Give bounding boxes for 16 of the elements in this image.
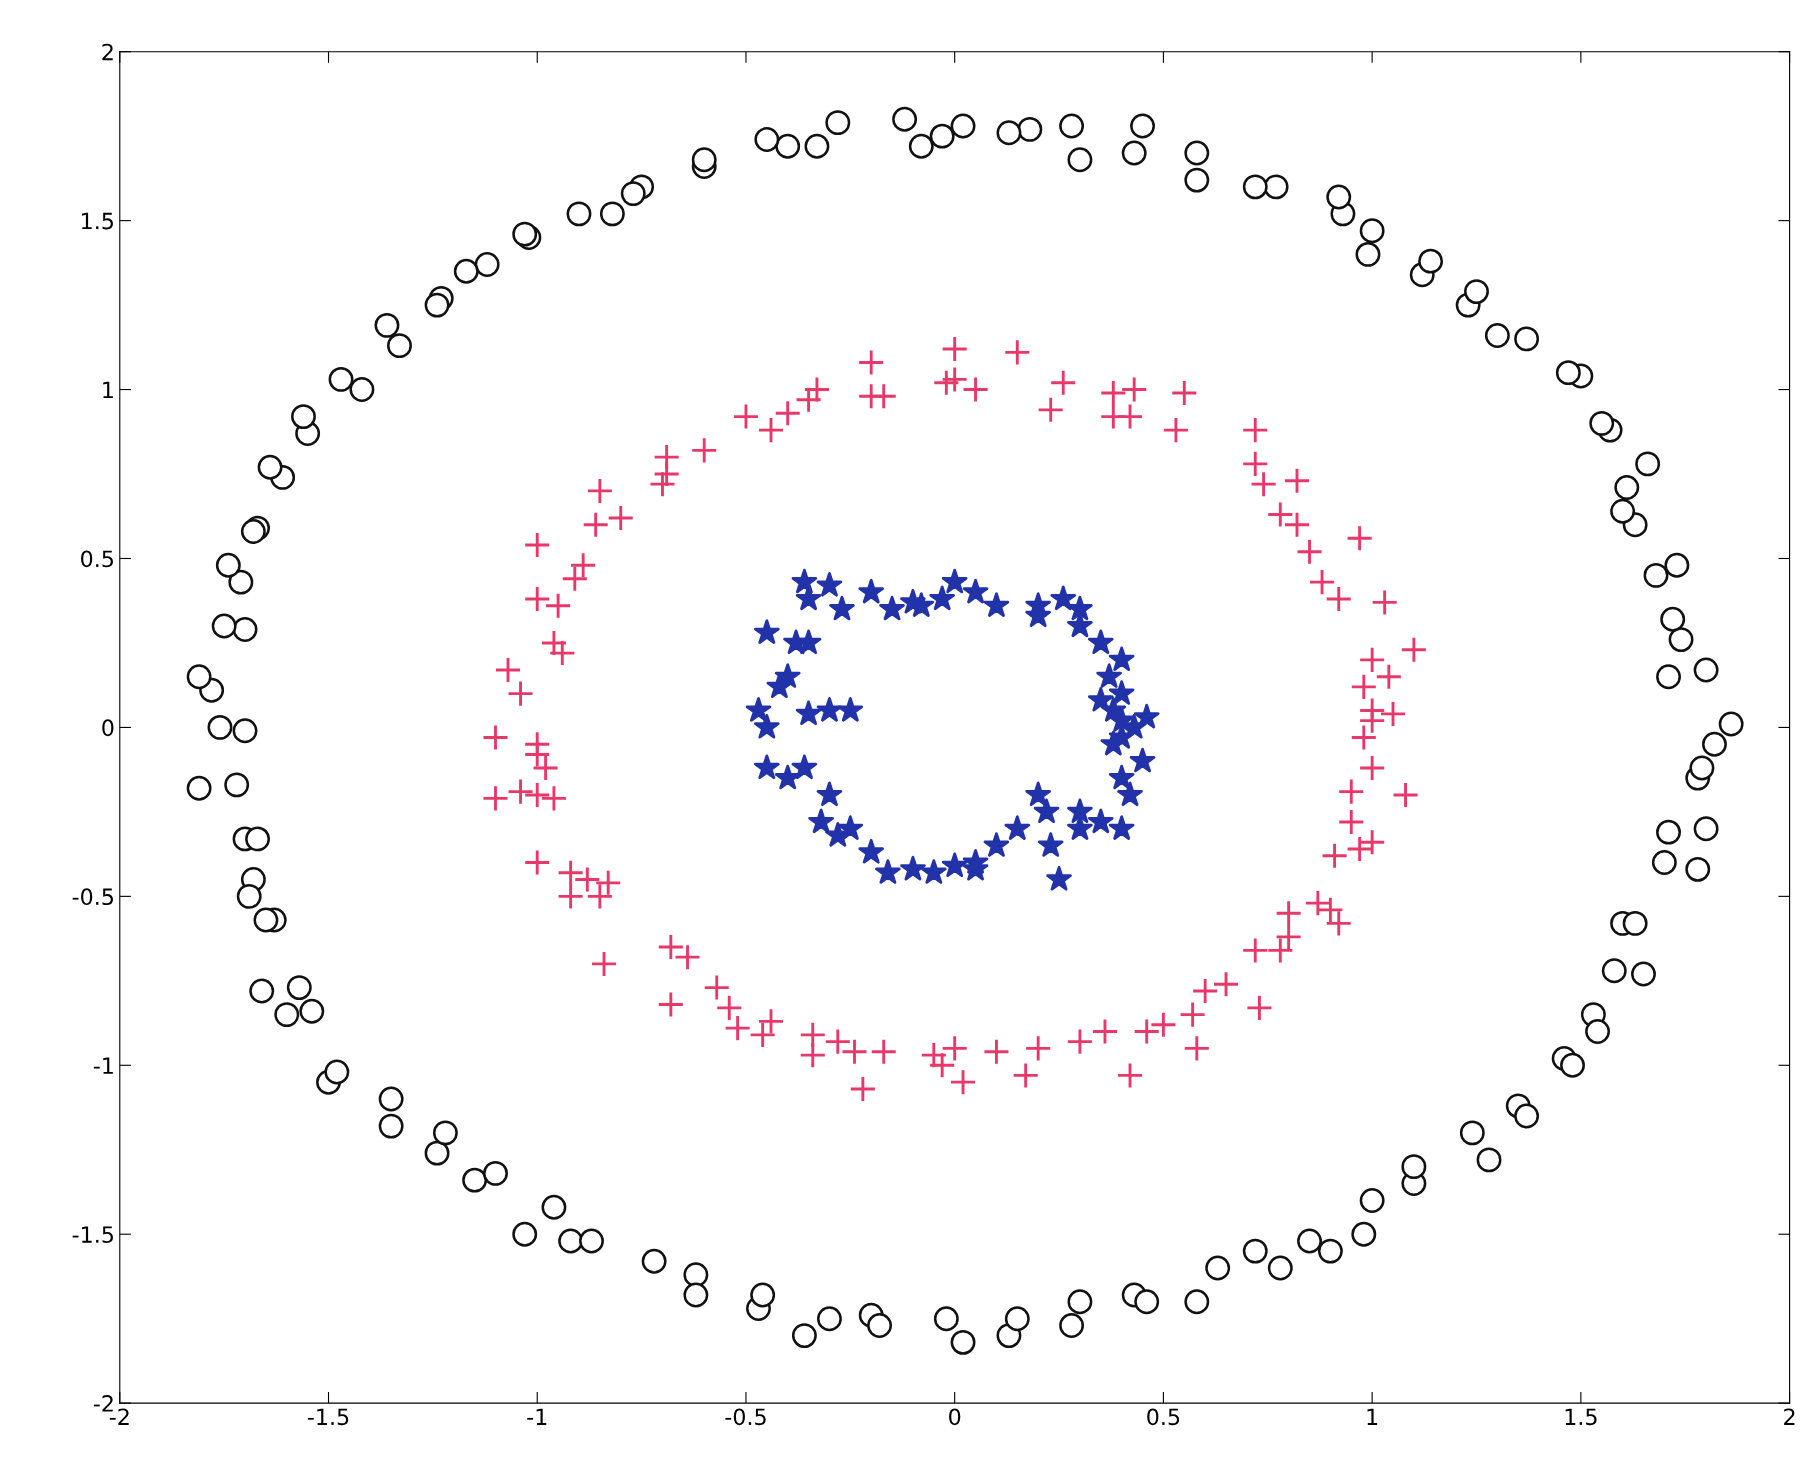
x-tick-label: 0.5 [1147,1408,1180,1426]
x-tick-label: -1 [527,1408,547,1425]
y-tick-label: -1.5 [72,1226,113,1243]
y-tick-label: 1 [103,381,113,398]
x-tick-label: -1.5 [307,1408,349,1426]
x-tick-label: 0 [949,1408,961,1426]
y-tick-label: 0 [102,719,114,737]
x-tick-label: 2 [1784,1408,1795,1425]
y-tick-label: -1 [93,1057,113,1074]
y-tick-label: 0.5 [81,550,113,568]
y-tick-label: 2 [102,43,113,61]
y-tick-label: 1.5 [82,212,113,230]
y-tick-label: -0.5 [72,888,113,906]
x-tick-label: -0.5 [725,1408,766,1426]
x-tick-label: 1.5 [1565,1408,1597,1426]
x-tick-label: 1 [1367,1408,1378,1425]
